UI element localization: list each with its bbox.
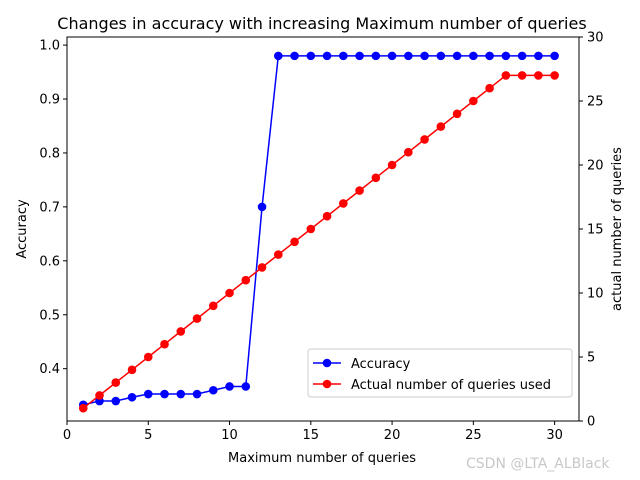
data-point-accuracy — [111, 396, 121, 406]
data-point-queries — [469, 96, 478, 106]
data-point-queries — [501, 71, 511, 80]
data-point-accuracy — [355, 51, 364, 61]
data-point-queries — [160, 339, 169, 349]
x-tick-label: 25 — [465, 428, 482, 443]
data-point-accuracy — [550, 51, 559, 61]
y2-tick-label: 5 — [587, 351, 595, 366]
data-point-accuracy — [306, 51, 316, 61]
legend: Accuracy Actual number of queries used — [307, 348, 573, 398]
y-tick-label: 0.8 — [39, 146, 60, 161]
y2-tick-label: 15 — [587, 223, 604, 238]
data-point-queries — [322, 211, 332, 221]
legend-box — [307, 348, 573, 398]
data-point-queries — [517, 71, 527, 80]
data-point-queries — [339, 199, 348, 208]
watermark: CSDN @LTA_ALBlack — [466, 456, 610, 472]
x-tick-label: 0 — [63, 428, 71, 443]
y-tick-label: 0.6 — [39, 254, 60, 269]
legend-marker-queries — [322, 379, 332, 389]
data-point-queries — [241, 275, 251, 285]
y-tick-label: 0.5 — [39, 308, 60, 323]
data-point-accuracy — [241, 382, 251, 391]
data-point-accuracy — [469, 51, 478, 61]
y2-axis-label: actual number of queries — [610, 147, 625, 311]
data-point-accuracy — [404, 51, 413, 61]
data-point-queries — [387, 160, 397, 170]
data-point-accuracy — [452, 51, 462, 61]
data-point-queries — [192, 314, 202, 323]
y-tick-label: 0.9 — [39, 93, 60, 108]
y2-tick-label: 20 — [587, 159, 604, 174]
data-point-queries — [534, 71, 543, 80]
data-point-accuracy — [517, 51, 527, 61]
x-tick-label: 30 — [546, 428, 563, 443]
legend-label-queries: Actual number of queries used — [351, 378, 551, 393]
legend-marker-accuracy — [322, 358, 332, 368]
x-tick-label: 20 — [384, 428, 401, 443]
data-point-accuracy — [192, 389, 202, 399]
data-point-queries — [485, 83, 494, 93]
data-point-queries — [355, 186, 364, 195]
data-point-queries — [143, 352, 153, 362]
data-point-accuracy — [501, 51, 511, 61]
y2-tick-label: 10 — [587, 287, 604, 302]
legend-label-accuracy: Accuracy — [351, 357, 411, 372]
data-point-accuracy — [322, 51, 332, 61]
data-point-accuracy — [436, 51, 446, 61]
x-axis-label: Maximum number of queries — [228, 451, 416, 466]
x-tick-label: 5 — [144, 428, 152, 443]
data-point-accuracy — [274, 51, 283, 61]
data-point-accuracy — [257, 202, 267, 212]
data-point-accuracy — [143, 389, 153, 399]
data-point-accuracy — [225, 382, 234, 391]
data-point-queries — [452, 109, 462, 119]
data-point-queries — [306, 224, 316, 234]
data-point-accuracy — [127, 392, 137, 402]
data-point-accuracy — [176, 389, 186, 399]
data-point-queries — [420, 135, 429, 144]
y-tick-label: 0.4 — [39, 362, 60, 377]
data-point-queries — [290, 237, 299, 247]
data-point-queries — [176, 327, 186, 336]
data-point-queries — [371, 173, 381, 183]
data-point-queries — [274, 250, 283, 259]
data-point-accuracy — [534, 51, 543, 61]
y-axis-label: Accuracy — [15, 199, 30, 259]
data-point-queries — [225, 288, 234, 298]
data-point-queries — [95, 391, 104, 400]
y2-tick-label: 25 — [587, 95, 604, 110]
data-point-accuracy — [485, 51, 494, 61]
data-point-queries — [127, 365, 137, 375]
x-tick-label: 15 — [303, 428, 320, 443]
data-point-queries — [78, 403, 88, 413]
data-point-accuracy — [371, 51, 381, 61]
data-point-queries — [404, 147, 413, 157]
data-point-accuracy — [420, 51, 429, 61]
data-point-accuracy — [387, 51, 397, 61]
y2-tick-label: 0 — [587, 415, 595, 430]
data-point-queries — [208, 301, 218, 311]
chart-title: Changes in accuracy with increasing Maxi… — [57, 14, 586, 33]
data-point-accuracy — [208, 385, 218, 395]
data-point-queries — [257, 263, 267, 272]
y-tick-label: 1.0 — [39, 39, 60, 54]
x-tick-label: 10 — [221, 428, 238, 443]
data-point-accuracy — [339, 51, 348, 61]
y2-tick-label: 30 — [587, 31, 604, 46]
data-point-queries — [550, 71, 559, 80]
data-point-queries — [111, 378, 121, 387]
data-point-accuracy — [290, 51, 299, 61]
data-point-queries — [436, 122, 446, 131]
data-point-accuracy — [160, 389, 169, 399]
y-tick-label: 0.7 — [39, 200, 60, 215]
